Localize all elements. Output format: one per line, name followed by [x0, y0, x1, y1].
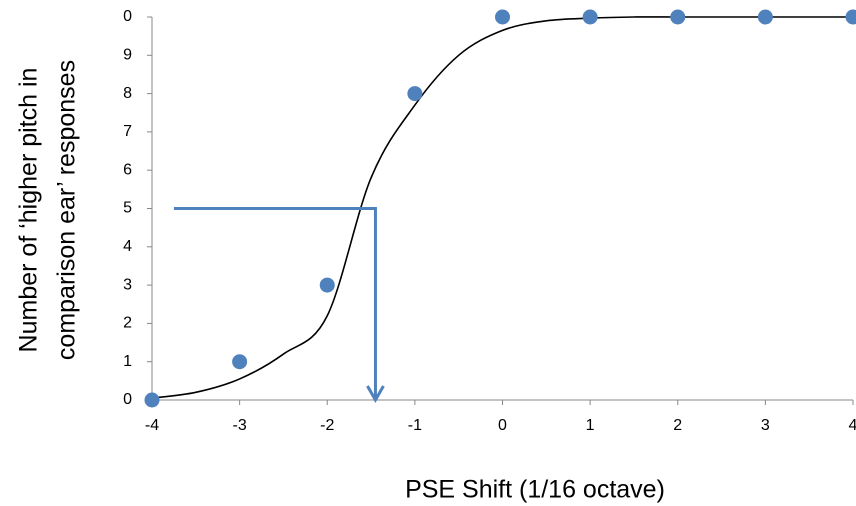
data-point	[757, 9, 773, 25]
y-tick-label: 6	[123, 161, 132, 178]
data-point	[144, 392, 160, 408]
y-tick-label: 0	[123, 8, 132, 25]
y-axis-label: Number of ‘higher pitch in comparison ea…	[15, 60, 81, 360]
data-point	[845, 9, 856, 25]
data-point	[407, 86, 423, 102]
x-tick-label: 2	[673, 417, 682, 434]
y-tick-label: 2	[123, 315, 132, 332]
pse-arrow	[173, 207, 377, 400]
x-tick-label: 0	[498, 417, 507, 434]
data-point	[582, 9, 598, 25]
data-point	[319, 277, 335, 293]
data-point	[670, 9, 686, 25]
arrow-head	[366, 385, 385, 404]
x-axis-label: PSE Shift (1/16 octave)	[405, 476, 665, 504]
y-tick-label: 3	[123, 276, 132, 293]
y-tick-label: 7	[123, 123, 132, 140]
y-tick-label: 9	[123, 47, 132, 64]
x-tick-label: 1	[586, 417, 595, 434]
y-tick-label: 8	[123, 85, 132, 102]
data-point	[495, 9, 510, 25]
y-axis-label-line: comparison ear’ responses	[53, 60, 81, 360]
y-tick-label: 0	[123, 391, 132, 408]
x-tick-label: -1	[408, 417, 422, 434]
y-tick-label: 5	[123, 200, 132, 217]
y-axis-label-line: Number of ‘higher pitch in	[15, 68, 43, 353]
x-tick-label: -3	[233, 417, 247, 434]
x-tick-label: 3	[761, 417, 770, 434]
data-point	[232, 354, 248, 370]
y-tick-label: 4	[123, 238, 132, 255]
x-tick-label: 4	[849, 417, 856, 434]
fit-curve	[151, 16, 853, 399]
x-tick-label: -4	[145, 417, 159, 434]
x-tick-label: -2	[320, 417, 334, 434]
y-tick-label: 1	[123, 353, 132, 370]
